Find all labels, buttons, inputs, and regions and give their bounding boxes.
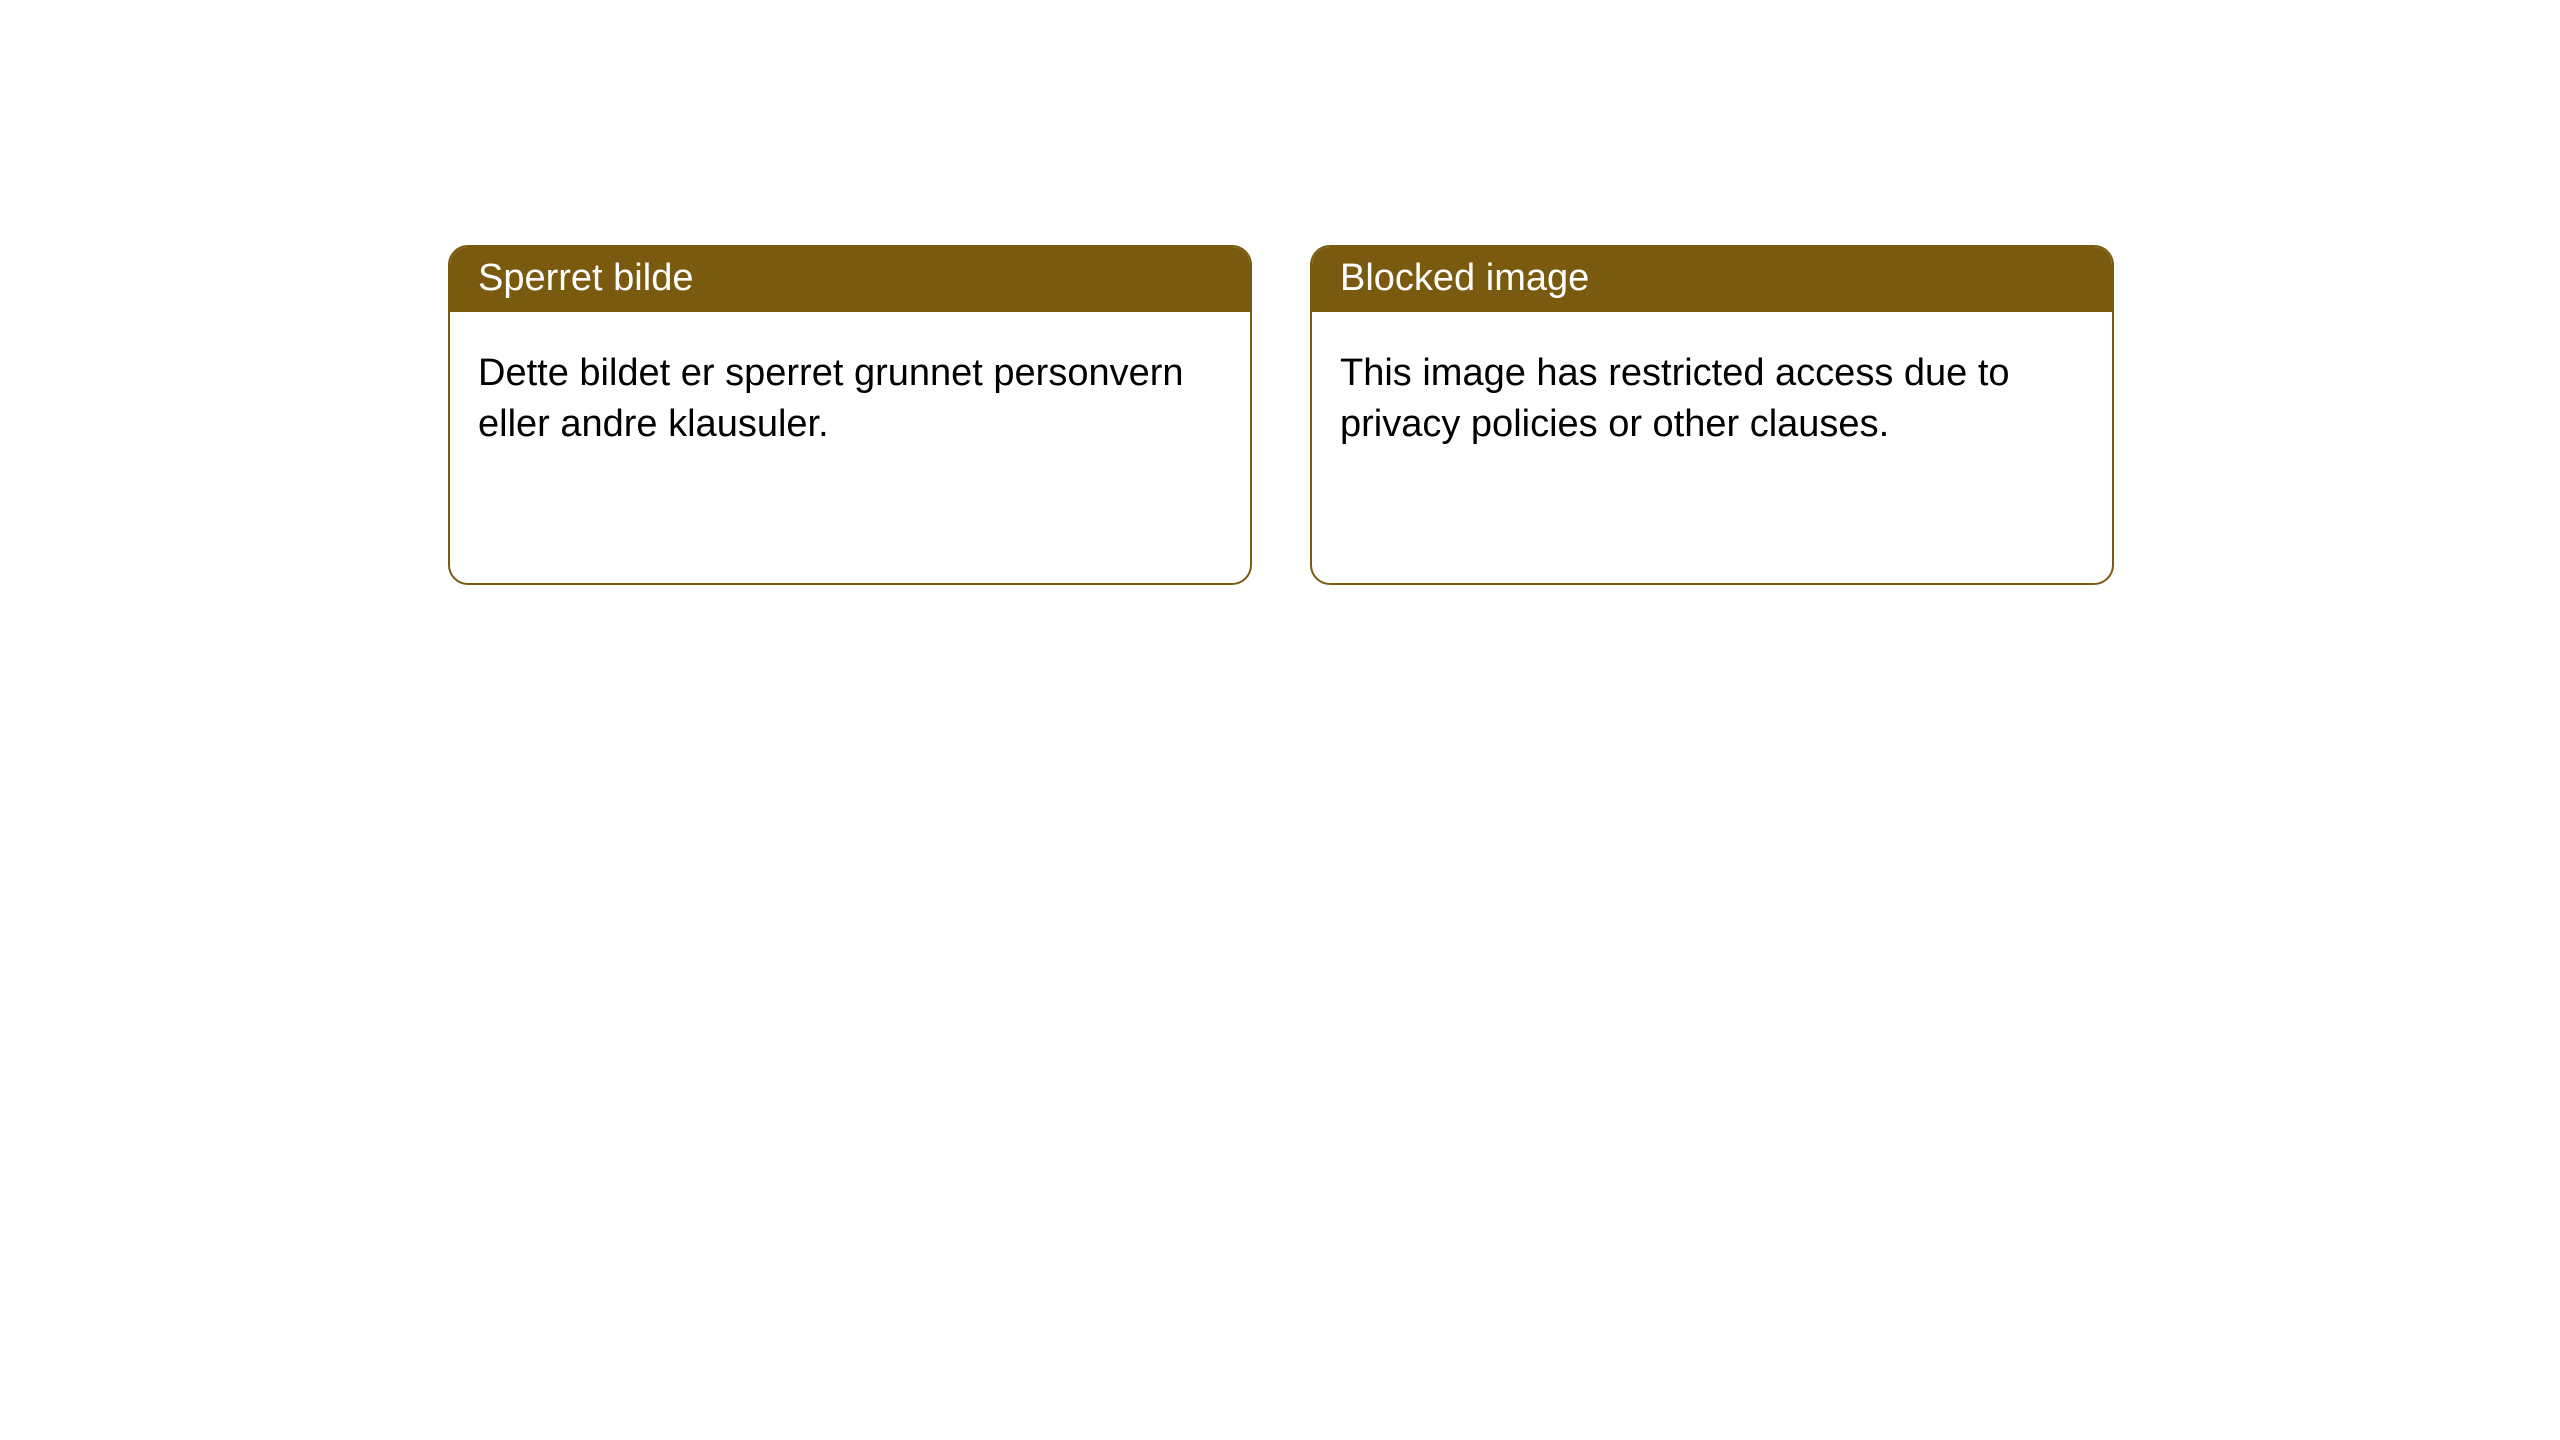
card-header-text: Blocked image bbox=[1340, 257, 1589, 299]
card-header: Sperret bilde bbox=[450, 247, 1250, 312]
card-body: Dette bildet er sperret grunnet personve… bbox=[450, 312, 1250, 487]
card-body-text: This image has restricted access due to … bbox=[1340, 352, 2010, 445]
card-header-text: Sperret bilde bbox=[478, 257, 693, 299]
notice-card-norwegian: Sperret bilde Dette bildet er sperret gr… bbox=[448, 245, 1252, 585]
card-header: Blocked image bbox=[1312, 247, 2112, 312]
notice-card-english: Blocked image This image has restricted … bbox=[1310, 245, 2114, 585]
notice-cards-container: Sperret bilde Dette bildet er sperret gr… bbox=[448, 245, 2114, 585]
card-body-text: Dette bildet er sperret grunnet personve… bbox=[478, 352, 1184, 445]
card-body: This image has restricted access due to … bbox=[1312, 312, 2112, 487]
